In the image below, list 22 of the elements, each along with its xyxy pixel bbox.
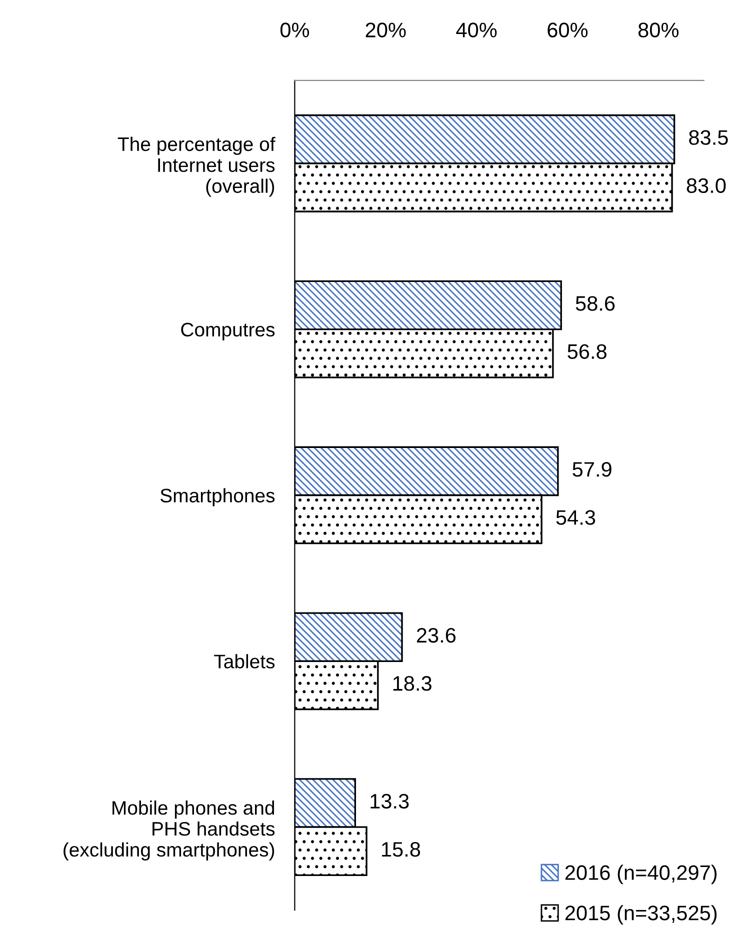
data-label: 83.5 <box>689 130 728 145</box>
data-label: 15.8 <box>382 842 420 857</box>
y-tick-label: Tablets <box>214 654 275 668</box>
data-label: 83.0 <box>686 178 726 194</box>
x-tick-label: 40% <box>456 22 497 38</box>
y-tick-label: Computres <box>181 322 275 340</box>
legend-label: 2016 (n=40,297) <box>565 864 717 884</box>
x-tick-label: 20% <box>366 22 406 38</box>
data-label: 56.8 <box>568 344 606 359</box>
data-label: 54.3 <box>556 510 596 525</box>
legend-label: 2015 (n=33,525) <box>565 905 717 924</box>
x-tick-label: 80% <box>638 22 679 38</box>
data-label: 57.9 <box>572 462 612 477</box>
data-label: 13.3 <box>370 794 409 809</box>
data-label: 23.6 <box>416 628 456 643</box>
data-label: 58.6 <box>576 296 615 311</box>
data-label: 18.3 <box>393 676 432 691</box>
x-tick-label: 0% <box>280 22 310 38</box>
x-tick-label: 60% <box>548 22 588 38</box>
y-tick-label: Smartphones <box>160 488 275 506</box>
y-tick-label: Mobile phones and PHS handsets (excluding smartphones) <box>64 800 275 861</box>
y-tick-label: The percentage of Internet users (overall) <box>118 136 276 197</box>
